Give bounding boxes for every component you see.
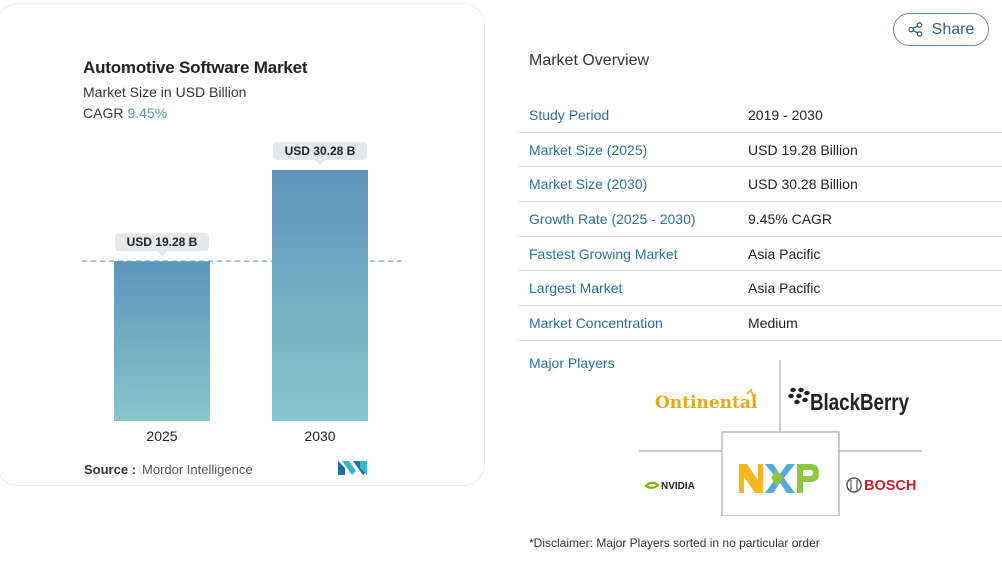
svg-text:Ontinental: Ontinental [655,393,758,413]
svg-text:BlackBerry: BlackBerry [810,389,909,415]
overview-row: Fastest Growing Market Asia Pacific [519,237,1002,272]
cagr-label: CAGR [83,105,124,121]
major-players-grid: Ontinental BlackBerry NVIDIA BOSCH [639,360,922,516]
data-label-pointer [315,160,325,165]
overview-row-label: Market Concentration [529,315,663,332]
overview-row: Market Size (2030) USD 30.28 Billion [519,167,1002,203]
bosch-logo: BOSCH [846,477,916,494]
nxp-logo [739,464,819,493]
data-label-bg [115,233,209,252]
disclaimer-text: *Disclaimer: Major Players sorted in no … [529,536,820,550]
cagr-line: CAGR 9.45% [83,105,167,121]
x-tick-label: 2025 [146,428,177,444]
overview-row-label: Growth Rate (2025 - 2030) [529,211,696,228]
cagr-value: 9.45% [127,105,168,121]
chart-title: Automotive Software Market [83,58,308,77]
market-size-card [0,3,485,486]
market-overview-table: Study Period 2019 - 2030 Market Size (2025… [519,98,1002,341]
bar-2030 [272,170,368,421]
overview-row-label: Study Period [529,107,610,123]
data-label: USD 30.28 B [285,144,356,158]
overview-row-value: 9.45% CAGR [748,211,833,228]
mordor-intelligence-logo [338,461,367,475]
share-icon [907,22,922,37]
overview-row: Largest Market Asia Pacific [519,271,1002,307]
overview-row-value: Medium [748,315,798,332]
data-label-bg [273,142,367,160]
share-button[interactable]: Share [893,13,989,46]
source-value: Mordor Intelligence [142,462,253,477]
overview-row: Study Period 2019 - 2030 [519,98,1002,133]
chart-subtitle: Market Size in USD Billion [83,84,247,100]
overview-row: Growth Rate (2025 - 2030) 9.45% CAGR [519,202,1002,237]
overview-row: Market Concentration Medium [519,306,1002,341]
overview-row-label: Market Size (2030) [529,176,648,193]
data-label-pointer [157,251,167,257]
overview-row: Market Size (2025) USD 19.28 Billion [519,133,1002,168]
market-overview-title: Market Overview [529,52,650,69]
svg-text:BOSCH: BOSCH [864,478,916,494]
major-players-label: Major Players [529,355,615,371]
overview-row-value: USD 19.28 Billion [748,141,858,158]
svg-text:NVIDIA: NVIDIA [661,481,695,492]
overview-row-label: Largest Market [529,280,623,297]
continental-logo: Ontinental [655,388,758,413]
bar-chart: USD 19.28 B 2025 USD 30.28 B 2030 [82,142,402,444]
overview-row-label: Fastest Growing Market [529,245,678,262]
source-label: Source : [84,462,137,477]
overview-row-value: Asia Pacific [748,245,821,262]
overview-row-label: Market Size (2025) [529,141,648,158]
bar-2025 [114,261,210,421]
share-label: Share [931,20,975,38]
overview-row-value: USD 30.28 Billion [748,176,858,193]
source-note: Source : Mordor Intelligence [84,462,253,477]
nvidia-logo: NVIDIA [644,481,695,492]
overview-row-value: Asia Pacific [748,280,821,297]
blackberry-logo: BlackBerry [788,387,909,415]
x-tick-label: 2030 [304,428,335,444]
data-label: USD 19.28 B [127,235,198,249]
overview-row-value: 2019 - 2030 [748,107,823,123]
